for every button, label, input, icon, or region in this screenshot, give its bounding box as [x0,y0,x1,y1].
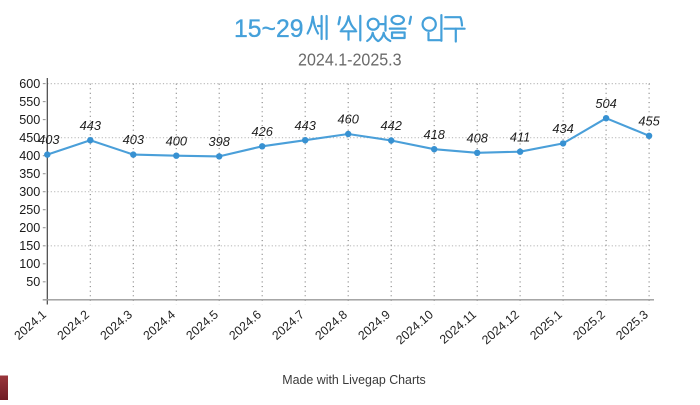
svg-text:400: 400 [19,149,40,163]
svg-text:250: 250 [19,203,40,217]
svg-text:15~29: 15~29 [234,15,304,43]
svg-text:403: 403 [38,132,59,147]
svg-text:418: 418 [424,127,446,142]
svg-text:Made with Livegap Charts: Made with Livegap Charts [282,373,426,387]
svg-text:443: 443 [80,118,101,133]
svg-text:50: 50 [26,275,40,289]
svg-text:400: 400 [166,133,188,148]
svg-text:408: 408 [467,130,489,145]
svg-text:550: 550 [19,95,40,109]
svg-text:350: 350 [19,167,40,181]
svg-text:150: 150 [19,239,40,253]
svg-text:411: 411 [510,129,530,144]
svg-text:500: 500 [19,113,40,127]
svg-text:398: 398 [209,134,231,149]
svg-text:100: 100 [19,257,40,271]
svg-text:2024.1-2025.3: 2024.1-2025.3 [298,49,402,69]
svg-text:426: 426 [252,124,274,139]
svg-text:600: 600 [19,77,40,91]
svg-text:455: 455 [638,113,660,128]
svg-text:403: 403 [123,132,144,147]
svg-text:504: 504 [595,96,616,111]
svg-text:450: 450 [19,131,40,145]
svg-text:442: 442 [381,118,402,133]
svg-text:443: 443 [295,118,316,133]
svg-text:434: 434 [552,121,573,136]
svg-text:200: 200 [19,221,40,235]
svg-text:300: 300 [19,185,40,199]
svg-text:460: 460 [338,112,360,127]
